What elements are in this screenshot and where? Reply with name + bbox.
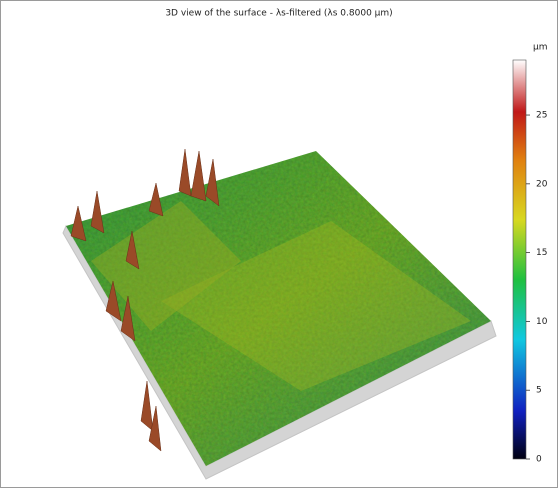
colorbar-unit: µm (533, 43, 548, 53)
colorbar-tick-label: 20 (536, 179, 548, 189)
surface-peaks (70, 148, 220, 452)
colorbar-tick-label: 5 (536, 386, 542, 396)
colorbar-tick-label: 15 (536, 248, 547, 258)
surface (66, 151, 491, 466)
colorbar-tick-label: 10 (536, 317, 548, 327)
colorbar (512, 59, 527, 460)
title: 3D view of the surface - λs-filtered (λs… (165, 9, 392, 19)
colorbar-tick-label: 25 (536, 111, 547, 121)
colorbar-tick-label: 0 (536, 455, 542, 465)
